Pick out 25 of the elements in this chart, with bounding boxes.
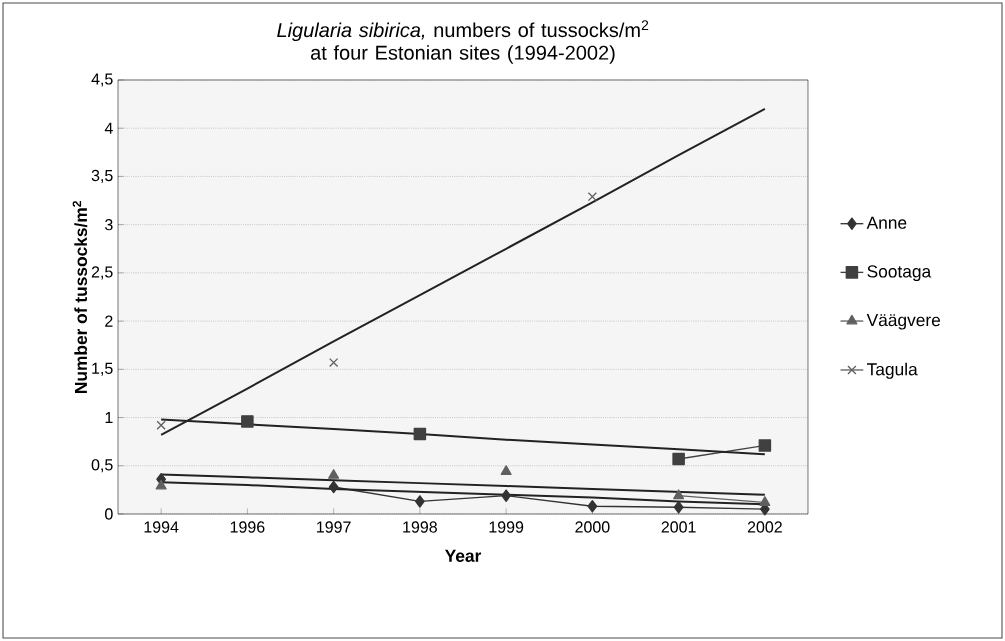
legend-label: Väägvere xyxy=(866,314,941,330)
y-tick-label: 3,5 xyxy=(91,169,113,184)
x-tick-label: 2002 xyxy=(747,521,782,533)
y-tick-label: 0 xyxy=(105,508,113,520)
legend-label: Tagula xyxy=(867,362,918,379)
legend-label: Anne xyxy=(866,216,907,229)
y-tick-label: 3 xyxy=(105,219,113,231)
x-tick-label: 1996 xyxy=(230,521,265,533)
x-tick-label: 2001 xyxy=(661,521,696,533)
y-tick-label: 2 xyxy=(105,315,113,327)
x-tick-label: 1999 xyxy=(489,521,524,533)
y-tick-label: 4 xyxy=(104,122,113,134)
y-axis-title: Number of tussocks/m$^{2}$ xyxy=(72,201,88,393)
y-tick-label: 1 xyxy=(105,412,113,424)
y-tick-label: 4,5 xyxy=(91,73,113,87)
x-axis-title: Year xyxy=(444,549,482,562)
chart-title: Ligularia sibirica, numbers of tussocks/m$^{2}$ at four Estonian sites (1994-2002) xyxy=(277,20,649,64)
x-tick-label: 1994 xyxy=(144,521,179,533)
y-tick-label: 0,5 xyxy=(91,459,113,473)
y-tick-label: 2,5 xyxy=(91,266,113,280)
x-tick-label: 1997 xyxy=(317,521,351,533)
x-tick-label: 1998 xyxy=(403,521,437,533)
legend-label: Sootaga xyxy=(867,265,932,282)
y-tick-label: 1,5 xyxy=(92,362,113,376)
x-tick-label: 2000 xyxy=(575,521,610,533)
